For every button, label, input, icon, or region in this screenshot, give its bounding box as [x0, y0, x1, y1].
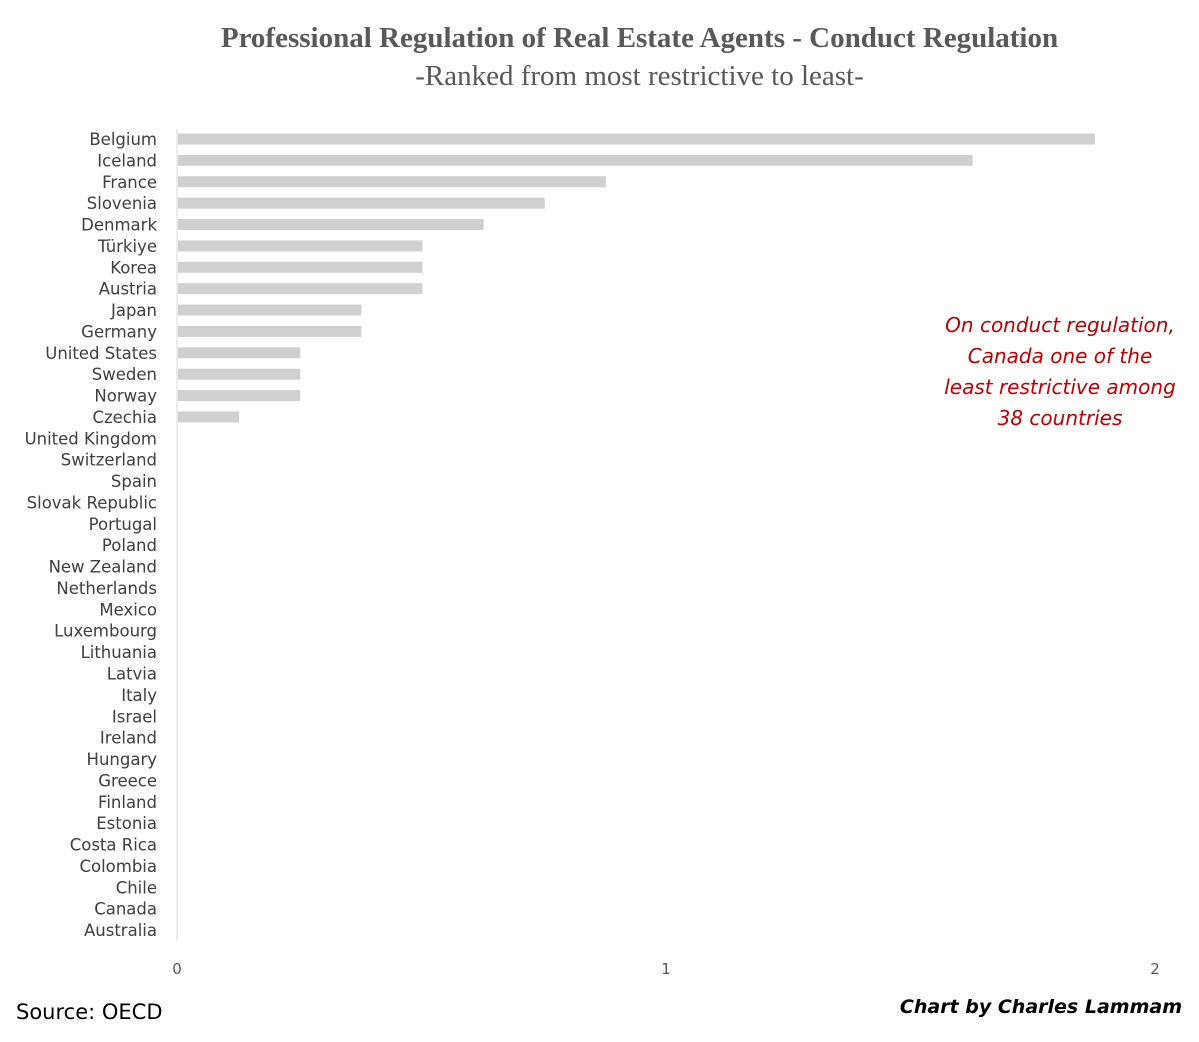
category-label: New Zealand: [49, 558, 157, 577]
category-label: United Kingdom: [25, 429, 157, 448]
category-label: Japan: [110, 301, 157, 320]
bar: [178, 133, 1095, 145]
category-label: Hungary: [87, 750, 158, 769]
chart-credit: Chart by Charles Lammam: [899, 996, 1182, 1018]
category-label: Israel: [112, 707, 157, 726]
annotation-line: On conduct regulation,: [945, 313, 1175, 337]
category-label: Greece: [98, 771, 157, 790]
chart-title: Professional Regulation of Real Estate A…: [220, 22, 1059, 54]
bar: [178, 368, 301, 380]
category-label: Poland: [102, 536, 157, 555]
category-label: Mexico: [99, 600, 157, 619]
category-label: Germany: [81, 322, 157, 341]
category-label: Iceland: [97, 151, 157, 170]
category-label: Slovak Republic: [27, 493, 157, 512]
category-label: Sweden: [92, 365, 157, 384]
category-label: Korea: [110, 258, 157, 277]
bar: [178, 219, 484, 231]
category-label: Finland: [98, 793, 157, 812]
x-tick-label: 2: [1150, 960, 1160, 978]
category-label: France: [102, 173, 157, 192]
bar: [178, 283, 423, 295]
category-label: Lithuania: [81, 643, 157, 662]
category-label: United States: [45, 344, 157, 363]
category-label: Italy: [121, 686, 157, 705]
bar: [178, 176, 606, 188]
source-note: Source: OECD: [16, 1000, 163, 1024]
category-label: Norway: [94, 387, 157, 406]
x-tick-label: 1: [661, 960, 671, 978]
annotation-line: Canada one of the: [967, 344, 1153, 368]
category-label: Belgium: [89, 130, 157, 149]
category-label: Spain: [111, 472, 157, 491]
bar: [178, 411, 240, 423]
bar: [178, 261, 423, 273]
category-label: Colombia: [79, 857, 157, 876]
annotation-line: 38 countries: [997, 406, 1123, 430]
category-label: Costa Rica: [70, 836, 157, 855]
category-label: Latvia: [107, 665, 157, 684]
chart-annotation: On conduct regulation, Canada one of the…: [915, 310, 1199, 434]
category-label: Czechia: [92, 408, 157, 427]
category-label: Luxembourg: [54, 622, 157, 641]
category-label: Austria: [99, 280, 157, 299]
annotation-line: least restrictive among: [944, 375, 1176, 399]
category-label: Portugal: [89, 515, 157, 534]
chart-subtitle: -Ranked from most restrictive to least-: [415, 60, 864, 92]
bar: [178, 304, 362, 316]
category-label: Canada: [94, 900, 157, 919]
bar: [178, 197, 545, 209]
category-label: Switzerland: [61, 451, 157, 470]
category-label: Denmark: [81, 216, 157, 235]
bar: [178, 347, 301, 359]
category-label: Estonia: [96, 814, 157, 833]
category-label: Netherlands: [56, 579, 157, 598]
bar: [178, 240, 423, 252]
category-label: Türkiye: [97, 237, 157, 256]
bar: [178, 390, 301, 402]
bar: [178, 154, 973, 166]
category-label: Slovenia: [87, 194, 157, 213]
category-label: Australia: [84, 921, 157, 940]
x-tick-label: 0: [172, 960, 182, 978]
bar: [178, 325, 362, 337]
category-label: Chile: [116, 878, 157, 897]
category-label: Ireland: [100, 729, 157, 748]
